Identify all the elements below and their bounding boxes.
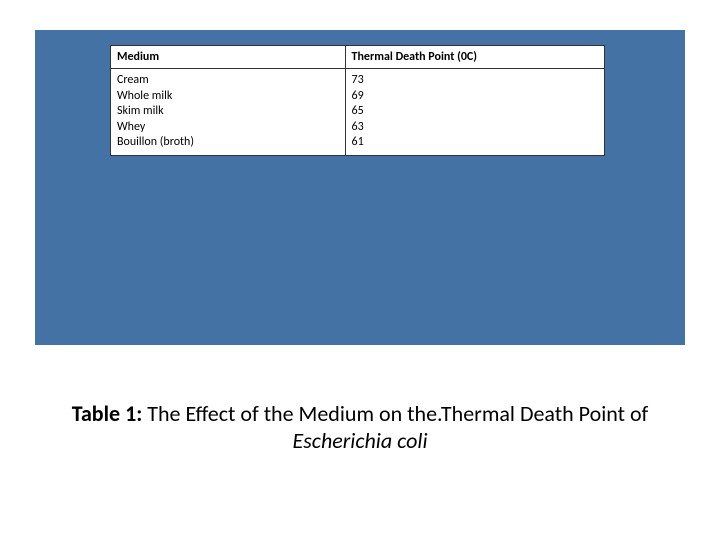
medium-item: Skim milk (117, 104, 339, 120)
table-data-row: Cream Whole milk Skim milk Whey Bouillon… (111, 69, 605, 156)
value-item: 65 (352, 104, 598, 120)
medium-item: Whey (117, 120, 339, 136)
cell-values: 73 69 65 63 61 (345, 69, 604, 156)
value-item: 69 (352, 89, 598, 105)
header-tdp: Thermal Death Point (0C) (345, 46, 604, 69)
table-header-row: Medium Thermal Death Point (0C) (111, 46, 605, 69)
medium-item: Whole milk (117, 89, 339, 105)
value-item: 73 (352, 73, 598, 89)
header-medium: Medium (111, 46, 346, 69)
caption-species: Escherichia coli (0, 427, 720, 454)
value-item: 63 (352, 120, 598, 136)
value-item: 61 (352, 135, 598, 151)
caption-label: Table 1: (72, 400, 148, 427)
thermal-death-table: Medium Thermal Death Point (0C) Cream Wh… (110, 45, 605, 156)
medium-item: Bouillon (broth) (117, 135, 339, 151)
medium-item: Cream (117, 73, 339, 89)
caption-text: The Effect of the Medium on the.Thermal … (147, 400, 648, 427)
background-panel: Medium Thermal Death Point (0C) Cream Wh… (35, 30, 685, 345)
table-caption: Table 1: The Effect of the Medium on the… (0, 400, 720, 454)
cell-mediums: Cream Whole milk Skim milk Whey Bouillon… (111, 69, 346, 156)
